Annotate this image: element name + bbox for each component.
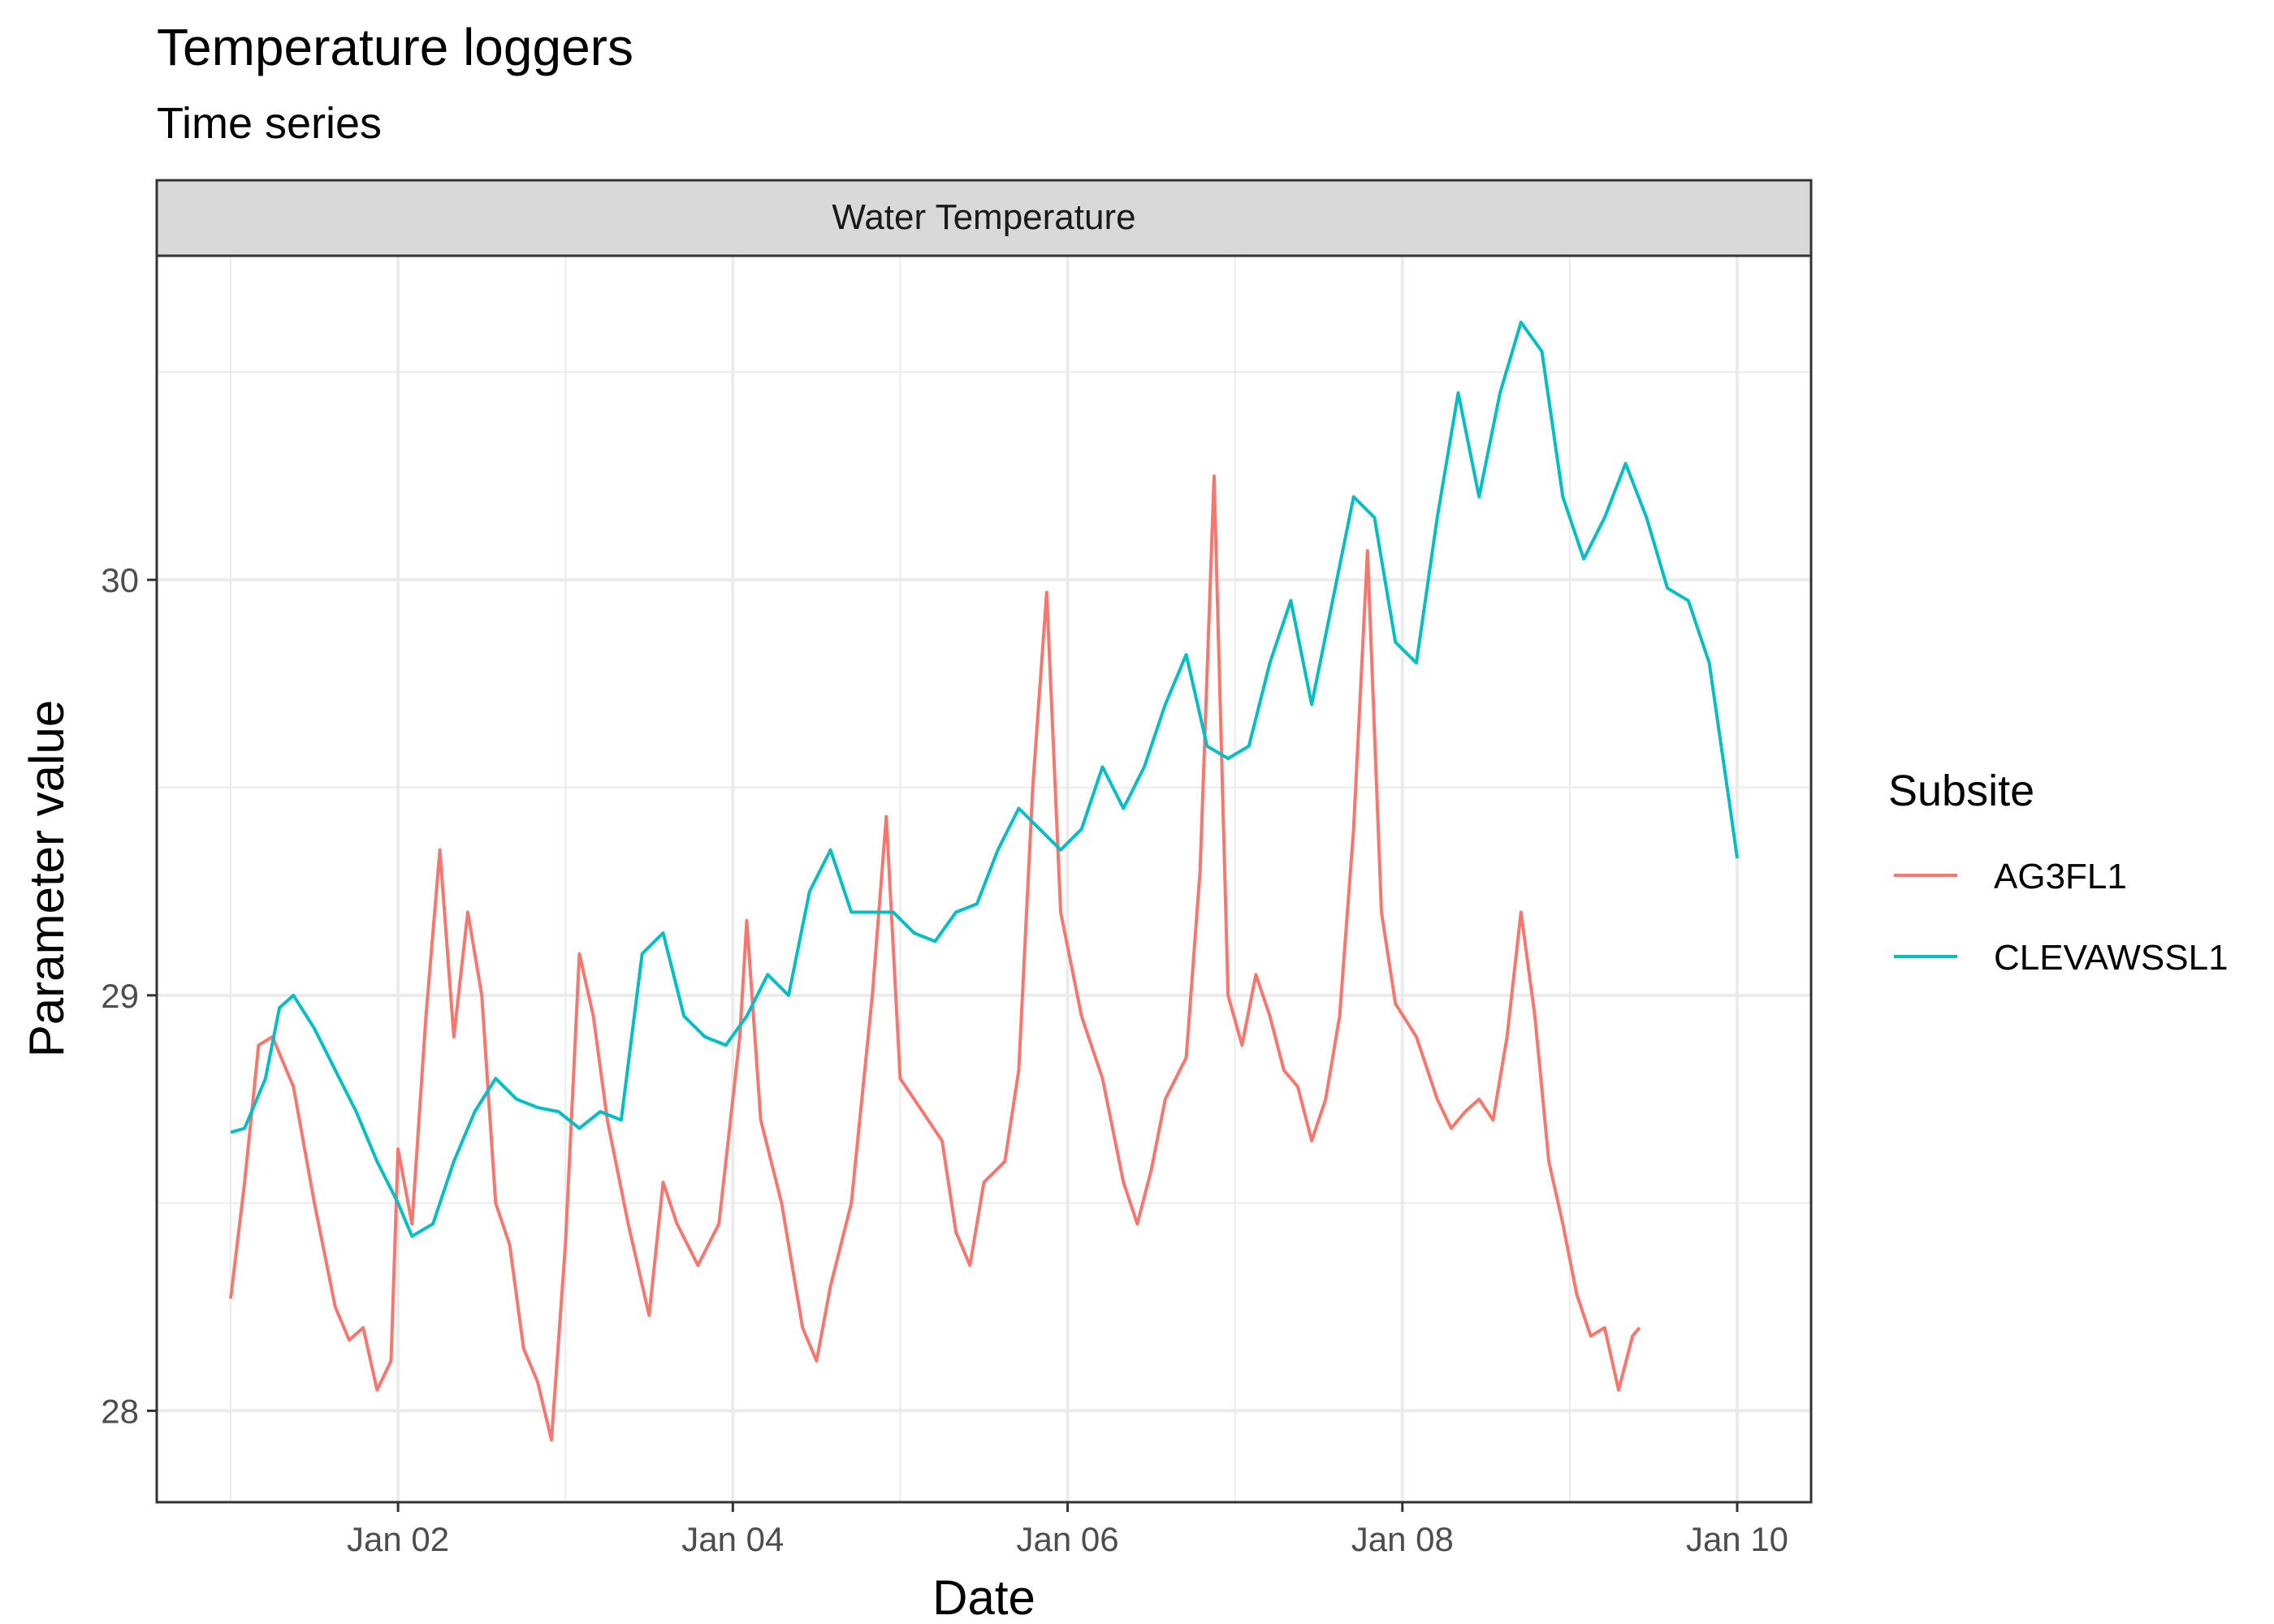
legend: AG3FL1 CLEVAWSSL1 — [1894, 857, 2229, 978]
panel-border — [155, 254, 1813, 1504]
x-tick-label: Jan 08 — [1351, 1520, 1454, 1558]
y-tick-label: 28 — [101, 1392, 139, 1430]
facet-strip — [155, 179, 1813, 257]
x-tick-label: Jan 06 — [1017, 1520, 1119, 1558]
plot-panel — [157, 256, 1811, 1502]
y-axis-title: Parameter value — [19, 700, 74, 1057]
x-tick-label: Jan 02 — [347, 1520, 449, 1558]
data-lines — [229, 320, 1739, 1442]
x-axis-title: Date — [932, 1570, 1035, 1624]
legend-label-clevawssl1: CLEVAWSSL1 — [1994, 938, 2229, 978]
legend-title: Subsite — [1888, 767, 2034, 815]
x-axis: Jan 02 Jan 04 Jan 06 Jan 08 Jan 10 — [347, 1502, 1788, 1558]
x-tick-label: Jan 10 — [1686, 1520, 1788, 1558]
y-axis: 28 29 30 — [101, 561, 157, 1430]
y-tick-label: 30 — [101, 561, 139, 599]
x-tick-label: Jan 04 — [681, 1520, 784, 1558]
legend-label-ag3fl1: AG3FL1 — [1994, 857, 2127, 896]
facet-label: Water Temperature — [832, 197, 1135, 237]
series-line-ag3fl1 — [229, 474, 1641, 1442]
y-tick-label: 29 — [101, 977, 139, 1015]
series-line-clevawssl1 — [230, 320, 1739, 1238]
chart-title: Temperature loggers — [157, 18, 633, 76]
chart-subtitle: Time series — [157, 99, 382, 148]
